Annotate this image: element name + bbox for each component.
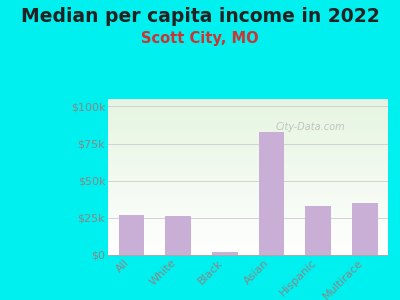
Text: City-Data.com: City-Data.com bbox=[276, 122, 346, 132]
Text: Median per capita income in 2022: Median per capita income in 2022 bbox=[21, 8, 379, 26]
Bar bbox=[258, 132, 284, 255]
Bar bbox=[352, 203, 378, 255]
Text: Scott City, MO: Scott City, MO bbox=[141, 32, 259, 46]
Bar bbox=[305, 206, 331, 255]
Bar bbox=[212, 252, 238, 255]
Bar bbox=[118, 215, 144, 255]
Bar bbox=[165, 216, 191, 255]
